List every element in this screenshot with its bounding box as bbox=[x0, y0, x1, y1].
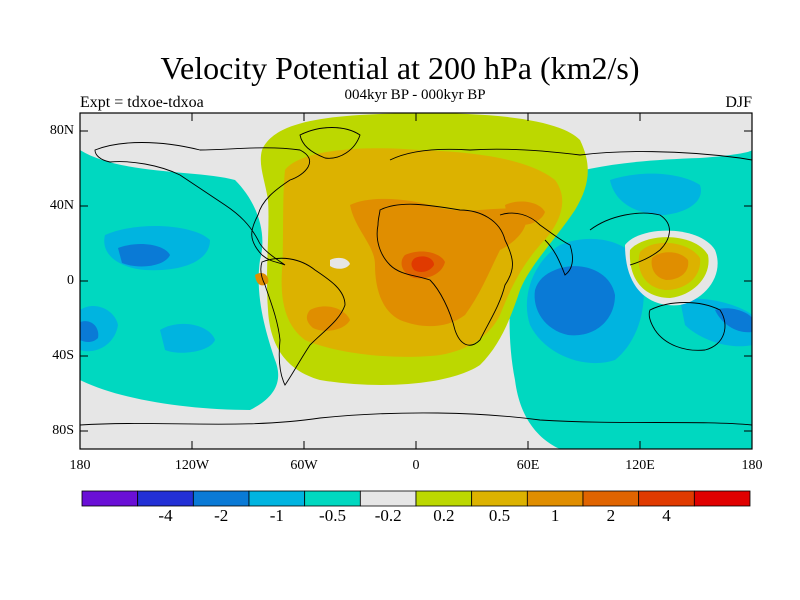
lon-label: 0 bbox=[386, 458, 446, 474]
colorbar-label: 2 bbox=[581, 507, 641, 525]
colorbar-label: -2 bbox=[191, 507, 251, 525]
lat-label: 40S bbox=[24, 348, 74, 364]
colorbar-box bbox=[305, 491, 361, 506]
colorbar-box bbox=[416, 491, 472, 506]
colorbar-box bbox=[360, 491, 416, 506]
lon-label: 60E bbox=[498, 458, 558, 474]
colorbar-box bbox=[193, 491, 249, 506]
colorbar-box bbox=[694, 491, 750, 506]
colorbar-box bbox=[639, 491, 695, 506]
colorbar-label: -0.5 bbox=[303, 507, 363, 525]
colorbar-box bbox=[249, 491, 305, 506]
lon-label: 180 bbox=[50, 458, 110, 474]
lon-label: 180 bbox=[722, 458, 782, 474]
colorbar-label: 0.2 bbox=[414, 507, 474, 525]
contour-field bbox=[80, 113, 752, 449]
colorbar-box bbox=[583, 491, 639, 506]
lat-label: 0 bbox=[24, 273, 74, 289]
lon-label: 120W bbox=[162, 458, 222, 474]
colorbar-label: 1 bbox=[525, 507, 585, 525]
lat-label: 80S bbox=[24, 423, 74, 439]
colorbar-label: -1 bbox=[247, 507, 307, 525]
lon-label: 120E bbox=[610, 458, 670, 474]
colorbar-label: -4 bbox=[136, 507, 196, 525]
colorbar bbox=[82, 491, 750, 506]
colorbar-label: 4 bbox=[637, 507, 697, 525]
lat-label: 80N bbox=[24, 123, 74, 139]
colorbar-box bbox=[472, 491, 528, 506]
lat-label: 40N bbox=[24, 198, 74, 214]
colorbar-label: -0.2 bbox=[358, 507, 418, 525]
colorbar-box bbox=[138, 491, 194, 506]
lon-label: 60W bbox=[274, 458, 334, 474]
colorbar-box bbox=[527, 491, 583, 506]
colorbar-label: 0.5 bbox=[470, 507, 530, 525]
colorbar-box bbox=[82, 491, 138, 506]
